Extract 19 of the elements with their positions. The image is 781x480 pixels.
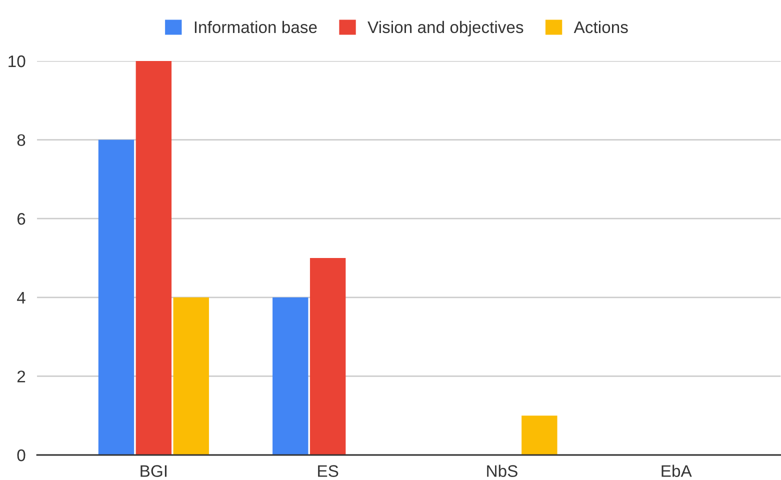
y-tick-label: 8 — [17, 134, 26, 146]
bar — [272, 297, 308, 455]
y-tick-label: 10 — [8, 55, 26, 68]
y-tick-label: 0 — [17, 449, 26, 462]
bar — [136, 61, 172, 455]
bar — [173, 297, 209, 455]
bar — [98, 140, 134, 455]
x-tick-label: ES — [318, 465, 338, 477]
bar — [522, 416, 558, 455]
legend-label: Information base — [194, 20, 317, 34]
x-tick-label: NbS — [487, 464, 518, 477]
x-tick-label: EbA — [662, 464, 692, 477]
y-tick-label: 6 — [17, 213, 26, 225]
x-tick-label: BGI — [140, 465, 166, 477]
bar — [310, 258, 346, 455]
y-tick-label: 2 — [17, 370, 26, 382]
legend-label: Vision and objectives — [368, 20, 524, 36]
legend-label: Actions — [574, 20, 628, 34]
y-tick-label: 4 — [17, 292, 26, 304]
